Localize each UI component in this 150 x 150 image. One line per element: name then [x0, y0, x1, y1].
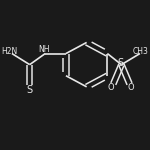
Text: O: O: [128, 83, 134, 92]
Text: S: S: [118, 58, 124, 68]
Text: S: S: [27, 85, 33, 95]
Text: CH3: CH3: [133, 47, 149, 56]
Text: NH: NH: [39, 45, 50, 54]
Text: H2N: H2N: [2, 47, 18, 56]
Text: O: O: [108, 83, 114, 92]
